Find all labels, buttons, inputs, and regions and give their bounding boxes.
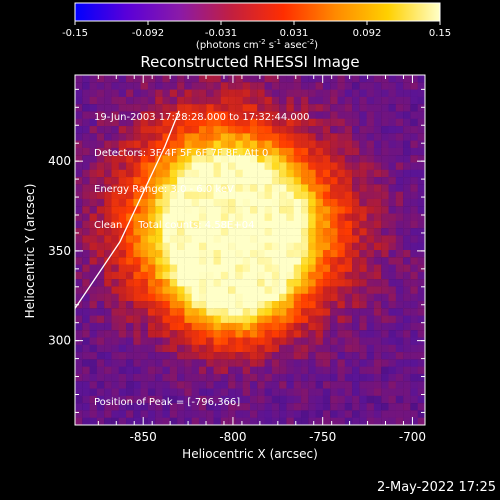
x-tick-label: -850 — [130, 430, 157, 444]
annotation-energy-range: Energy Range: 3.0 - 6.0 keV — [94, 184, 234, 195]
axis-ticks: -850 -800 -750 -700 400 350 300 — [48, 75, 426, 444]
timestamp: 2-May-2022 17:25 — [377, 480, 496, 495]
annotation-block: 19-Jun-2003 17:28:28.000 to 17:32:44.000… — [94, 88, 310, 244]
colorbar-ticks: -0.15 -0.092 -0.031 0.031 0.092 0.15 — [62, 21, 451, 39]
colorbar-gradient — [74, 2, 441, 22]
y-axis-label: Heliocentric Y (arcsec) — [23, 183, 37, 319]
colorbar: -0.15 -0.092 -0.031 0.031 0.092 0.15 (photons… — [62, 2, 451, 51]
x-tick-label: -800 — [219, 430, 246, 444]
y-tick-label: 350 — [48, 244, 71, 258]
rhessi-heatmap — [75, 75, 425, 425]
plot-title: Reconstructed RHESSI Image — [140, 53, 360, 71]
x-tick-label: -700 — [399, 430, 426, 444]
colorbar-tick-label: 0.031 — [280, 28, 309, 39]
colorbar-tick-label: -0.031 — [205, 28, 237, 39]
y-tick-label: 400 — [48, 154, 71, 168]
annotation-time-range: 19-Jun-2003 17:28:28.000 to 17:32:44.000 — [94, 112, 310, 123]
annotation-clean-counts: Clean Total counts: 4.58E+04 — [94, 220, 255, 231]
colorbar-units: (photons cm-2 s-1 asec-2) — [196, 38, 318, 51]
solar-limb-line — [74, 110, 180, 309]
colorbar-tick-label: 0.092 — [353, 28, 382, 39]
colorbar-tick-label: 0.15 — [429, 28, 451, 39]
x-axis-label: Heliocentric X (arcsec) — [182, 447, 318, 461]
colorbar-tick-label: -0.092 — [132, 28, 164, 39]
x-tick-label: -750 — [309, 430, 336, 444]
colorbar-tick-label: -0.15 — [62, 28, 88, 39]
peak-position-label: Position of Peak = [-796,366] — [94, 397, 241, 408]
y-tick-label: 300 — [48, 334, 71, 348]
annotation-detectors: Detectors: 3F 4F 5F 6F 7F 8F, Att 0 — [94, 148, 269, 159]
